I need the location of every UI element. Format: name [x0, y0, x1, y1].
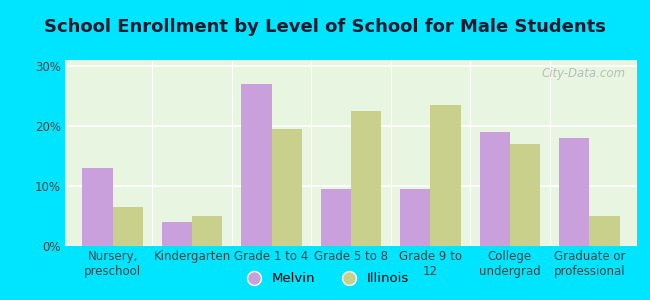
Legend: Melvin, Illinois: Melvin, Illinois: [235, 267, 415, 290]
Text: School Enrollment by Level of School for Male Students: School Enrollment by Level of School for…: [44, 18, 606, 36]
Bar: [430, 105, 461, 246]
Bar: [510, 144, 540, 246]
Bar: [192, 216, 222, 246]
Bar: [83, 168, 112, 246]
Bar: [272, 129, 302, 246]
Bar: [400, 189, 430, 246]
Bar: [162, 222, 192, 246]
Bar: [112, 207, 143, 246]
Bar: [590, 216, 619, 246]
Bar: [351, 111, 381, 246]
Bar: [241, 84, 272, 246]
Bar: [559, 138, 590, 246]
Text: City-Data.com: City-Data.com: [541, 68, 625, 80]
Bar: [480, 132, 510, 246]
Bar: [321, 189, 351, 246]
